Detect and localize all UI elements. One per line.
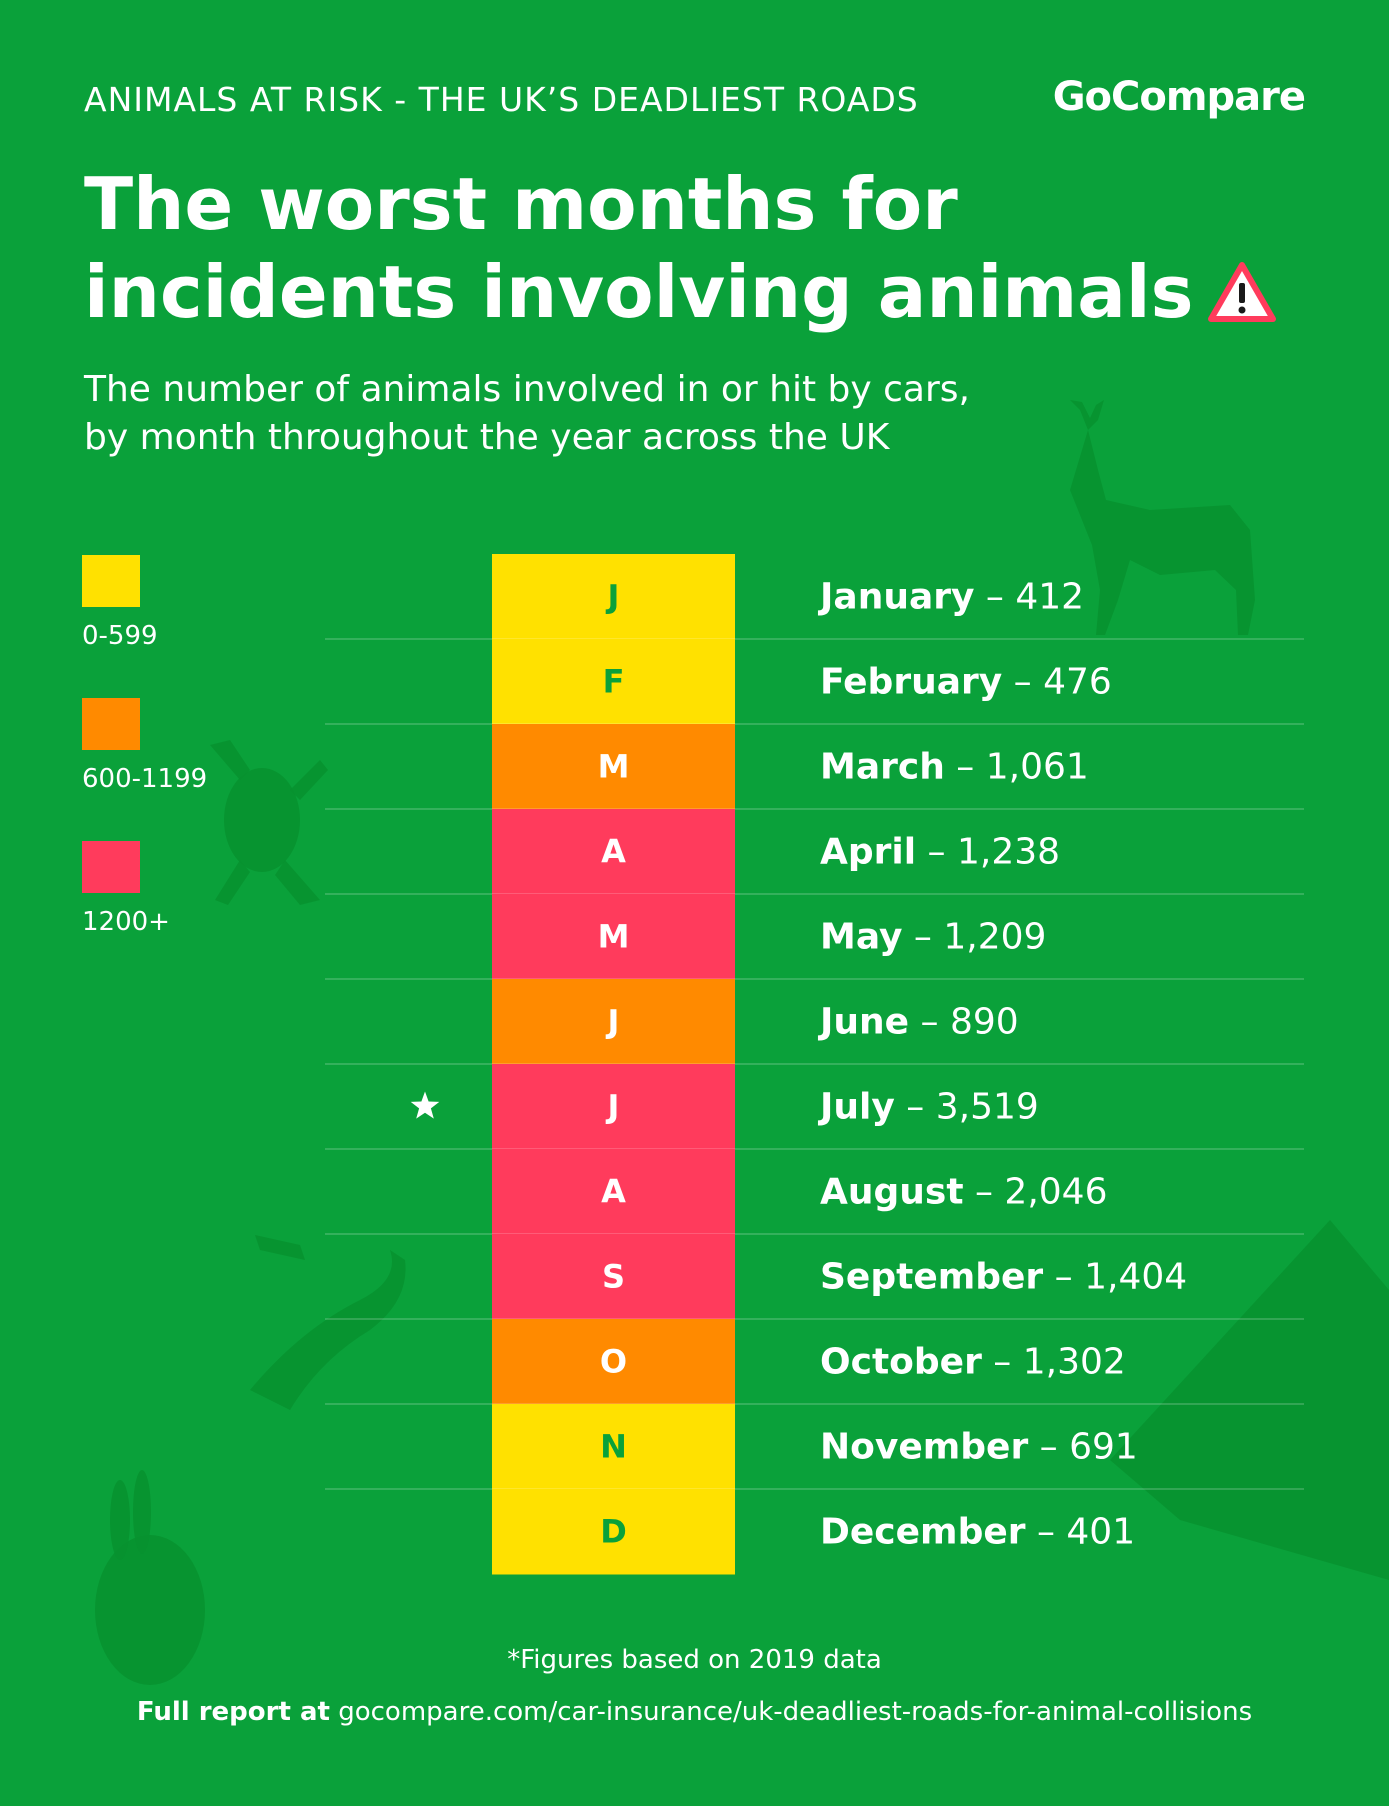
month-label-october: October – 1,302 bbox=[820, 1342, 1126, 1383]
month-name: October bbox=[820, 1342, 982, 1383]
legend-label-low: 0-599 bbox=[82, 621, 158, 651]
month-letter-august: A bbox=[601, 1173, 626, 1211]
legend-label-high: 1200+ bbox=[82, 907, 170, 937]
month-value: – 412 bbox=[974, 577, 1084, 618]
month-value: – 691 bbox=[1028, 1427, 1138, 1468]
page-title: The worst months for incidents involving… bbox=[84, 160, 1314, 342]
month-letter-april: A bbox=[601, 833, 626, 871]
month-cell-october bbox=[492, 1319, 735, 1405]
month-name: April bbox=[820, 832, 916, 873]
month-letter-november: N bbox=[600, 1428, 627, 1466]
legend-item-low: 0-599 bbox=[82, 555, 207, 698]
month-cell-november bbox=[492, 1404, 735, 1490]
month-letter-october: O bbox=[600, 1343, 627, 1381]
month-label-june: June – 890 bbox=[817, 1002, 1019, 1043]
footnote: *Figures based on 2019 data bbox=[507, 1645, 882, 1675]
month-label-may: May – 1,209 bbox=[820, 917, 1046, 958]
month-cell-december bbox=[492, 1489, 735, 1575]
month-cell-may bbox=[492, 894, 735, 980]
month-value: – 2,046 bbox=[964, 1172, 1108, 1213]
legend: 0-599 600-1199 1200+ bbox=[82, 555, 207, 984]
month-value: – 1,404 bbox=[1043, 1257, 1187, 1298]
month-name: December bbox=[820, 1512, 1026, 1553]
legend-item-medium: 600-1199 bbox=[82, 698, 207, 841]
month-letter-january: J bbox=[606, 578, 620, 616]
month-name: May bbox=[820, 917, 902, 958]
month-label-march: March – 1,061 bbox=[820, 747, 1089, 788]
month-value: – 3,519 bbox=[895, 1087, 1039, 1128]
month-letter-june: J bbox=[606, 1003, 620, 1041]
legend-swatch-high bbox=[82, 841, 140, 893]
month-value: – 1,302 bbox=[982, 1342, 1126, 1383]
month-value: – 1,209 bbox=[902, 917, 1046, 958]
month-value: – 890 bbox=[909, 1002, 1019, 1043]
month-label-november: November – 691 bbox=[820, 1427, 1138, 1468]
month-cell-march bbox=[492, 724, 735, 810]
month-value: – 1,238 bbox=[916, 832, 1060, 873]
month-cell-january bbox=[492, 554, 735, 640]
legend-label-medium: 600-1199 bbox=[82, 764, 208, 794]
month-name: February bbox=[820, 662, 1002, 703]
month-cell-february bbox=[492, 639, 735, 725]
month-label-september: September – 1,404 bbox=[820, 1257, 1187, 1298]
kicker-text: ANIMALS AT RISK - THE UK’S DEADLIEST ROA… bbox=[84, 80, 919, 119]
month-name: June bbox=[817, 1002, 909, 1043]
month-label-july: July – 3,519 bbox=[817, 1087, 1039, 1128]
month-label-august: August – 2,046 bbox=[820, 1172, 1107, 1213]
month-letter-march: M bbox=[598, 748, 630, 786]
month-value: – 401 bbox=[1026, 1512, 1136, 1553]
month-value: – 476 bbox=[1002, 662, 1112, 703]
subtitle-line-1: The number of animals involved in or hit… bbox=[84, 369, 970, 410]
month-cell-june bbox=[492, 979, 735, 1065]
source-lead: Full report at bbox=[136, 1697, 330, 1727]
month-name: July bbox=[817, 1087, 895, 1128]
month-letter-july: J bbox=[606, 1088, 620, 1126]
legend-item-high: 1200+ bbox=[82, 841, 207, 984]
month-cell-august bbox=[492, 1149, 735, 1235]
month-label-january: January – 412 bbox=[817, 577, 1084, 618]
source-link[interactable]: gocompare.com/car-insurance/uk-deadliest… bbox=[338, 1697, 1253, 1727]
subtitle-line-2: by month throughout the year across the … bbox=[84, 417, 890, 458]
month-cell-april bbox=[492, 809, 735, 895]
month-letter-february: F bbox=[603, 663, 625, 701]
month-letter-may: M bbox=[598, 918, 630, 956]
month-cell-july bbox=[492, 1064, 735, 1150]
title-text: The worst months for incidents involving… bbox=[84, 162, 1194, 334]
star-icon bbox=[410, 1091, 440, 1119]
legend-swatch-low bbox=[82, 555, 140, 607]
month-letter-december: D bbox=[600, 1513, 627, 1551]
month-name: August bbox=[820, 1172, 964, 1213]
legend-swatch-medium bbox=[82, 698, 140, 750]
month-cell-september bbox=[492, 1234, 735, 1320]
warning-triangle-icon bbox=[1207, 254, 1277, 342]
month-label-february: February – 476 bbox=[820, 662, 1112, 703]
subtitle: The number of animals involved in or hit… bbox=[84, 366, 1184, 462]
month-name: March bbox=[820, 747, 945, 788]
month-label-april: April – 1,238 bbox=[820, 832, 1060, 873]
month-name: January bbox=[817, 577, 974, 618]
month-letter-september: S bbox=[602, 1258, 625, 1296]
month-name: November bbox=[820, 1427, 1028, 1468]
source-line: Full report at gocompare.com/car-insuran… bbox=[0, 1697, 1389, 1727]
month-label-december: December – 401 bbox=[820, 1512, 1135, 1553]
month-value: – 1,061 bbox=[945, 747, 1089, 788]
month-name: September bbox=[820, 1257, 1043, 1298]
gocompare-logo: GoCompare bbox=[1052, 74, 1306, 120]
